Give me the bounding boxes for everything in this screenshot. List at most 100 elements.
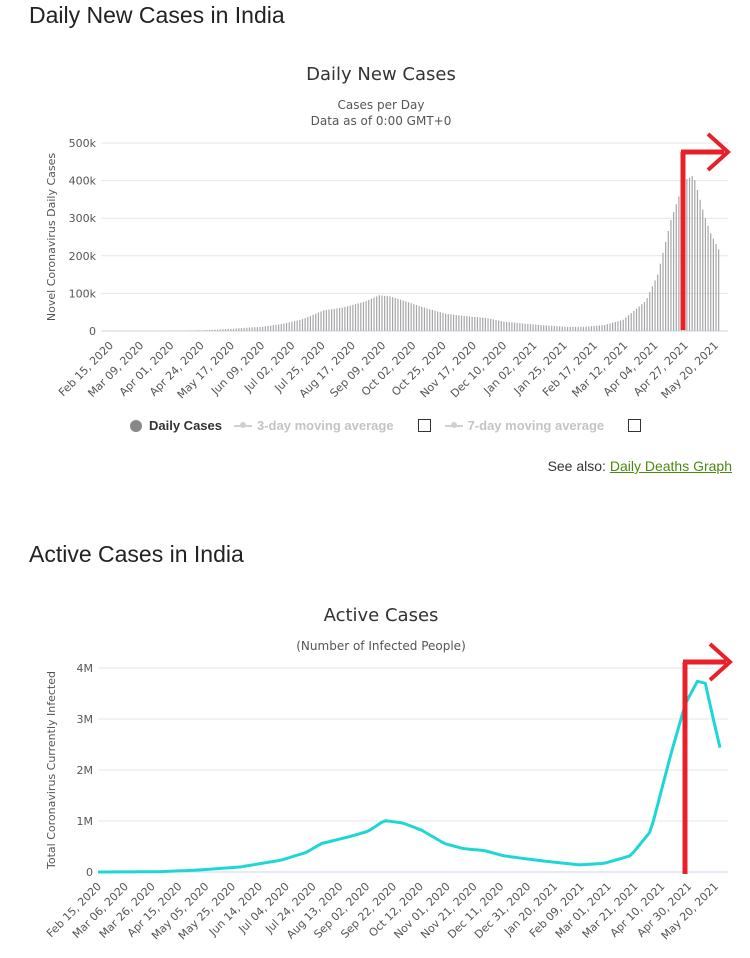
bar [492, 319, 494, 331]
bar [593, 325, 595, 331]
bar [301, 319, 304, 331]
bar [675, 204, 677, 331]
bar [651, 286, 654, 331]
bar [604, 324, 606, 331]
bar [296, 320, 298, 331]
bar [696, 190, 699, 331]
bar [474, 316, 476, 331]
bar [421, 306, 423, 331]
bar [418, 305, 420, 331]
bar [384, 295, 386, 331]
bar [508, 322, 510, 331]
bar [193, 330, 195, 331]
bar [206, 330, 208, 331]
bar [619, 320, 622, 331]
y-tick-label: 0 [86, 866, 93, 879]
see-also: See also: Daily Deaths Graph [548, 458, 732, 474]
bar [688, 177, 691, 331]
bar [254, 327, 256, 331]
bar [304, 318, 306, 331]
bar [402, 300, 404, 331]
bar [559, 326, 561, 331]
bar [392, 297, 394, 331]
bar [535, 324, 537, 331]
bar [230, 328, 232, 331]
bar [246, 327, 248, 331]
y-tick-label: 0 [89, 325, 96, 338]
bar [288, 322, 290, 331]
y-tick-label: 1M [77, 815, 94, 828]
bar [566, 326, 569, 331]
arrow-head [708, 642, 733, 682]
bar [381, 295, 383, 331]
bar [259, 326, 261, 331]
bar [299, 320, 301, 331]
bars [103, 176, 720, 331]
bar [399, 299, 402, 331]
bar [346, 306, 349, 331]
daily-deaths-graph-link[interactable]: Daily Deaths Graph [609, 458, 732, 474]
bar [460, 315, 463, 331]
bar [609, 323, 611, 331]
bar [376, 296, 378, 331]
bar [598, 325, 600, 331]
bar [219, 329, 221, 331]
bar [333, 308, 335, 331]
bar [275, 324, 277, 331]
bar [423, 307, 426, 331]
bar [468, 316, 471, 331]
bar [312, 314, 314, 331]
legend-7day-average[interactable]: 7-day moving average [444, 418, 604, 433]
bar [452, 314, 455, 331]
bar [331, 309, 333, 331]
bar [529, 324, 532, 331]
bar [195, 330, 198, 331]
bar [521, 323, 524, 331]
bar [201, 330, 203, 331]
toggle-3day-checkbox[interactable] [417, 419, 431, 432]
bar [625, 317, 627, 331]
bar [198, 330, 200, 331]
bar [484, 317, 486, 331]
bar [686, 179, 688, 331]
bar [667, 230, 669, 331]
daily-cases-chart: Daily New Cases Cases per Day Data as of… [45, 64, 731, 401]
bar [673, 212, 675, 331]
bar [434, 310, 436, 331]
bar [256, 327, 259, 331]
bar [209, 329, 211, 331]
bar [617, 321, 619, 331]
y-tick-label: 4M [77, 662, 94, 675]
bar [386, 296, 388, 331]
bar [588, 326, 590, 331]
bar [643, 302, 646, 331]
bar [704, 218, 707, 331]
bar [445, 313, 447, 331]
bar [389, 296, 391, 331]
bar [238, 328, 240, 331]
toggle-7day-checkbox[interactable] [628, 419, 642, 432]
bar [511, 322, 513, 331]
bar [450, 314, 452, 331]
bar [630, 313, 632, 331]
bar [503, 321, 505, 331]
legend: Daily Cases 3-day moving average 7-day m… [130, 418, 655, 433]
y-tick-label: 300k [69, 212, 97, 225]
bar [561, 326, 563, 331]
bar [280, 324, 282, 331]
bar [707, 225, 709, 331]
chart-subtitle-2: Data as of 0:00 GMT+0 [311, 114, 452, 128]
bar [203, 330, 205, 331]
bar [622, 319, 624, 331]
legend-daily-cases[interactable]: Daily Cases [130, 418, 222, 433]
bar [678, 196, 680, 331]
series-line [98, 679, 722, 874]
bar [641, 304, 643, 331]
bar [283, 323, 285, 331]
bar [596, 325, 598, 331]
bar [413, 304, 415, 331]
bar [463, 315, 465, 331]
bar [649, 292, 651, 331]
legend-line-marker [234, 421, 252, 428]
legend-3day-average[interactable]: 3-day moving average [234, 418, 394, 433]
